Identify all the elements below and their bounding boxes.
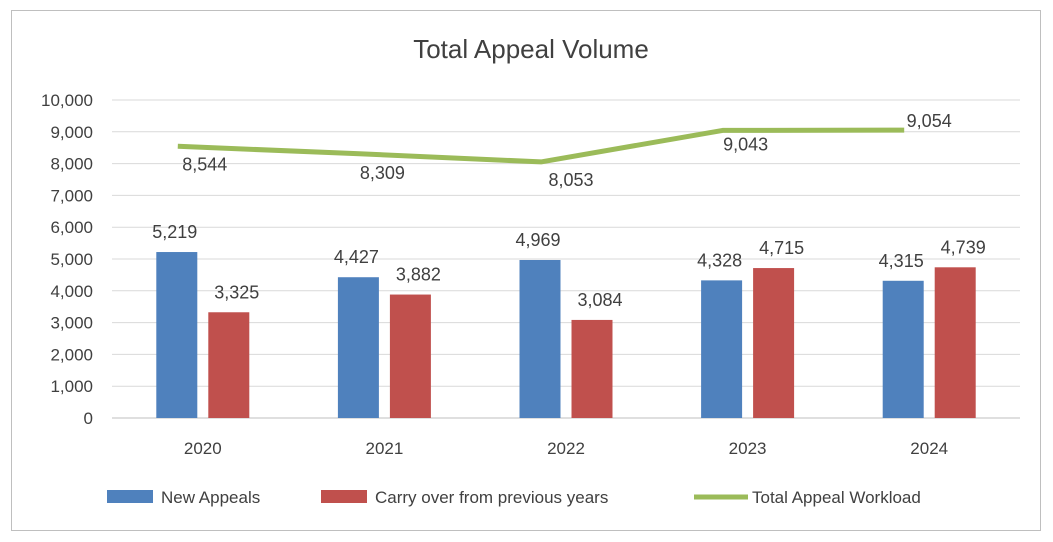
y-axis: 0 1,000 2,000 3,000 4,000 5,000 6,000 7,000 8,00… bbox=[41, 91, 93, 428]
data-label: 9,054 bbox=[907, 111, 952, 131]
y-tick-label: 6,000 bbox=[50, 218, 93, 237]
legend-swatch bbox=[107, 490, 153, 503]
data-label: 3,882 bbox=[396, 265, 441, 285]
data-labels: 5,219 4,427 4,969 4,328 4,315 3,325 3,882 3,084… bbox=[152, 111, 985, 310]
y-tick-label: 4,000 bbox=[50, 282, 93, 301]
bar-carry-over-from-previous-years bbox=[934, 267, 976, 418]
legend-label: New Appeals bbox=[161, 488, 260, 507]
y-tick-label: 2,000 bbox=[50, 345, 93, 364]
chart-title: Total Appeal Volume bbox=[413, 34, 649, 64]
y-tick-label: 1,000 bbox=[50, 377, 93, 396]
data-label: 4,328 bbox=[697, 250, 742, 270]
bar-new-appeals bbox=[156, 252, 198, 418]
y-tick-label: 10,000 bbox=[41, 91, 93, 110]
data-label: 4,969 bbox=[515, 230, 560, 250]
y-tick-label: 5,000 bbox=[50, 250, 93, 269]
bar-new-appeals bbox=[701, 280, 743, 418]
legend: New Appeals Carry over from previous year… bbox=[107, 488, 921, 507]
x-tick-label: 2022 bbox=[547, 439, 585, 458]
data-label: 4,315 bbox=[879, 251, 924, 271]
legend-label: Total Appeal Workload bbox=[752, 488, 921, 507]
data-label: 8,544 bbox=[182, 154, 227, 174]
data-label: 8,053 bbox=[548, 170, 593, 190]
bar-carry-over-from-previous-years bbox=[753, 268, 795, 418]
y-tick-label: 9,000 bbox=[50, 123, 93, 142]
legend-label: Carry over from previous years bbox=[375, 488, 608, 507]
y-tick-label: 7,000 bbox=[50, 186, 93, 205]
data-label: 5,219 bbox=[152, 222, 197, 242]
y-tick-label: 0 bbox=[84, 409, 93, 428]
gridlines bbox=[112, 99, 1020, 419]
x-tick-label: 2020 bbox=[184, 439, 222, 458]
data-label: 8,309 bbox=[360, 163, 405, 183]
bar-carry-over-from-previous-years bbox=[389, 294, 431, 418]
data-label: 4,715 bbox=[759, 238, 804, 258]
y-tick-label: 8,000 bbox=[50, 155, 93, 174]
line-total-appeal-workload bbox=[177, 127, 905, 165]
data-label: 3,084 bbox=[577, 290, 622, 310]
data-label: 9,043 bbox=[723, 134, 768, 154]
x-tick-label: 2023 bbox=[729, 439, 767, 458]
bars bbox=[156, 252, 976, 418]
legend-swatch bbox=[321, 490, 367, 503]
bar-carry-over-from-previous-years bbox=[571, 319, 613, 418]
y-tick-label: 3,000 bbox=[50, 314, 93, 333]
x-axis: 2020 2021 2022 2023 2024 bbox=[184, 439, 948, 458]
x-tick-label: 2021 bbox=[365, 439, 403, 458]
bar-carry-over-from-previous-years bbox=[208, 312, 250, 418]
bar-new-appeals bbox=[337, 277, 379, 418]
data-label: 3,325 bbox=[214, 282, 259, 302]
bar-new-appeals bbox=[882, 280, 924, 418]
line-series bbox=[177, 127, 905, 165]
x-tick-label: 2024 bbox=[910, 439, 948, 458]
data-label: 4,427 bbox=[334, 247, 379, 267]
data-label: 4,739 bbox=[941, 237, 986, 257]
bar-new-appeals bbox=[519, 259, 561, 418]
